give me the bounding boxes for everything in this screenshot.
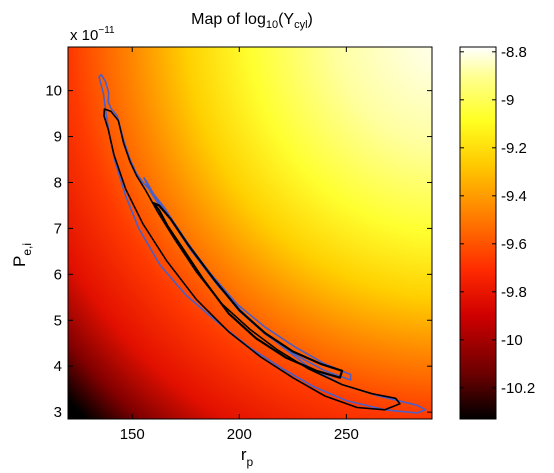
y-axis-multiplier: x 10−11 [70, 25, 115, 44]
x-tick-label: 200 [227, 426, 252, 443]
colorbar-ticks: -8.8 -9 -9.2 -9.4 -9.6 -9.8 -10 -10.2 [460, 44, 535, 397]
y-tick-label: 8 [54, 174, 62, 191]
contour-3 [152, 202, 344, 379]
colorbar-tick-label: -8.8 [501, 44, 527, 61]
y-tick-label: 6 [54, 266, 62, 283]
y-tick-label: 3 [54, 404, 62, 421]
colorbar-tick-label: -9.4 [501, 188, 527, 205]
contour-2 [103, 108, 401, 411]
chart-title: Map of log10(Ycyl) [191, 11, 313, 31]
y-axis-ticks: 3 4 5 6 7 8 9 10 [45, 83, 432, 421]
y-tick-label: 4 [54, 358, 62, 375]
contour-layer [98, 73, 427, 414]
contour-0 [98, 73, 427, 414]
y-tick-label: 7 [54, 220, 62, 237]
x-tick-label: 150 [120, 426, 145, 443]
plot-frame [67, 46, 433, 420]
x-axis-ticks: 150 200 250 [120, 47, 359, 443]
y-tick-label: 9 [54, 129, 62, 146]
x-tick-label: 250 [334, 426, 359, 443]
colorbar-tick-label: -9.6 [501, 236, 527, 253]
colorbar-tick-label: -9 [501, 92, 514, 109]
y-tick-label: 5 [54, 312, 62, 329]
colorbar-tick-label: -10.2 [501, 380, 535, 397]
colorbar-tick-label: -9.8 [501, 284, 527, 301]
x-axis-label: rp [241, 445, 254, 469]
y-tick-label: 10 [45, 83, 62, 100]
colorbar-tick-label: -9.2 [501, 140, 527, 157]
colorbar-frame [459, 46, 497, 420]
heatmap-field [68, 47, 432, 419]
colorbar-tick-label: -10 [501, 332, 523, 349]
colorbar [460, 47, 496, 419]
y-axis-label: Pe,i [10, 243, 34, 267]
